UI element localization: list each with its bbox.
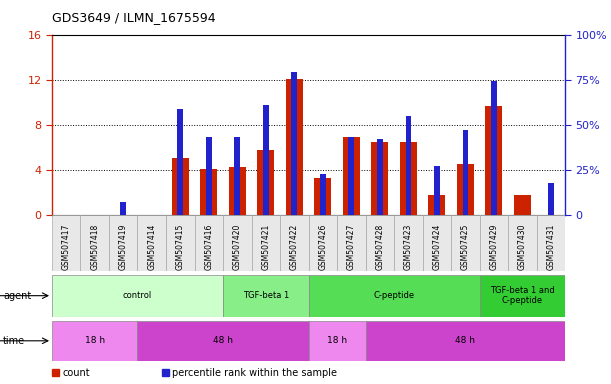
FancyBboxPatch shape	[81, 215, 109, 271]
Text: 48 h: 48 h	[455, 336, 475, 345]
Text: 18 h: 18 h	[85, 336, 104, 345]
Text: GSM507422: GSM507422	[290, 223, 299, 270]
Bar	[434, 166, 440, 215]
Bar	[406, 116, 411, 215]
Text: GSM507414: GSM507414	[147, 223, 156, 270]
FancyBboxPatch shape	[365, 321, 565, 361]
Text: count: count	[62, 368, 90, 378]
Text: GSM507417: GSM507417	[62, 223, 71, 270]
Text: TGF-beta 1: TGF-beta 1	[243, 291, 289, 300]
FancyBboxPatch shape	[137, 215, 166, 271]
FancyBboxPatch shape	[365, 215, 394, 271]
FancyBboxPatch shape	[166, 215, 194, 271]
Bar	[485, 106, 502, 215]
Text: GSM507424: GSM507424	[433, 223, 441, 270]
Bar	[457, 164, 474, 215]
Text: GSM507423: GSM507423	[404, 223, 413, 270]
Bar	[343, 137, 360, 215]
Bar	[286, 79, 303, 215]
FancyBboxPatch shape	[423, 215, 451, 271]
Text: 48 h: 48 h	[213, 336, 233, 345]
Text: GSM507428: GSM507428	[375, 223, 384, 270]
FancyBboxPatch shape	[52, 321, 137, 361]
Text: control: control	[123, 291, 152, 300]
FancyBboxPatch shape	[223, 215, 252, 271]
Bar	[491, 81, 497, 215]
Text: GSM507430: GSM507430	[518, 223, 527, 270]
FancyBboxPatch shape	[52, 275, 223, 317]
Text: agent: agent	[3, 291, 31, 301]
FancyBboxPatch shape	[309, 215, 337, 271]
Text: GSM507425: GSM507425	[461, 223, 470, 270]
Text: GSM507419: GSM507419	[119, 223, 128, 270]
FancyBboxPatch shape	[309, 275, 480, 317]
Text: GSM507421: GSM507421	[262, 223, 270, 270]
FancyBboxPatch shape	[508, 215, 536, 271]
Text: GSM507431: GSM507431	[546, 223, 555, 270]
Bar	[172, 157, 189, 215]
FancyBboxPatch shape	[394, 215, 423, 271]
FancyBboxPatch shape	[480, 275, 565, 317]
Bar	[263, 105, 269, 215]
FancyBboxPatch shape	[536, 215, 565, 271]
Text: GSM507415: GSM507415	[176, 223, 185, 270]
FancyBboxPatch shape	[137, 321, 309, 361]
Bar	[291, 73, 297, 215]
FancyBboxPatch shape	[52, 215, 81, 271]
Bar	[463, 130, 468, 215]
FancyBboxPatch shape	[480, 215, 508, 271]
Bar	[400, 142, 417, 215]
Text: time: time	[3, 336, 25, 346]
Bar	[206, 137, 211, 215]
Bar	[229, 167, 246, 215]
Text: C-peptide: C-peptide	[373, 291, 415, 300]
Text: GSM507420: GSM507420	[233, 223, 242, 270]
Text: 18 h: 18 h	[327, 336, 347, 345]
Bar	[235, 137, 240, 215]
FancyBboxPatch shape	[309, 321, 365, 361]
Bar	[320, 174, 326, 215]
FancyBboxPatch shape	[451, 215, 480, 271]
FancyBboxPatch shape	[280, 215, 309, 271]
Text: GSM507426: GSM507426	[318, 223, 327, 270]
Bar	[120, 202, 126, 215]
Bar	[314, 178, 331, 215]
Bar	[257, 150, 274, 215]
Bar	[548, 182, 554, 215]
Text: percentile rank within the sample: percentile rank within the sample	[172, 368, 337, 378]
FancyBboxPatch shape	[252, 215, 280, 271]
Text: TGF-beta 1 and
C-peptide: TGF-beta 1 and C-peptide	[490, 286, 555, 305]
Text: GSM507416: GSM507416	[204, 223, 213, 270]
Text: GSM507427: GSM507427	[347, 223, 356, 270]
FancyBboxPatch shape	[194, 215, 223, 271]
Bar	[371, 142, 389, 215]
FancyBboxPatch shape	[337, 215, 365, 271]
Bar	[428, 195, 445, 215]
Text: GSM507429: GSM507429	[489, 223, 499, 270]
FancyBboxPatch shape	[109, 215, 137, 271]
Bar	[177, 109, 183, 215]
Text: GSM507418: GSM507418	[90, 223, 99, 270]
Bar	[200, 169, 218, 215]
FancyBboxPatch shape	[223, 275, 309, 317]
Bar	[348, 137, 354, 215]
Text: GDS3649 / ILMN_1675594: GDS3649 / ILMN_1675594	[52, 12, 216, 25]
Bar	[377, 139, 382, 215]
Bar	[514, 195, 531, 215]
